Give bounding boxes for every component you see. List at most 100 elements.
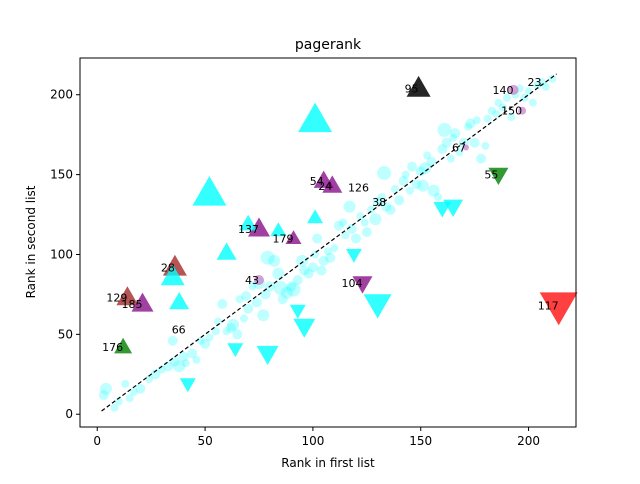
data-point <box>239 314 248 323</box>
data-point <box>541 82 550 91</box>
data-point <box>316 265 327 276</box>
highlight-point <box>463 144 469 151</box>
data-point <box>423 151 432 160</box>
data-point <box>465 118 476 129</box>
data-point <box>268 254 281 267</box>
y-tick-label: 150 <box>50 168 73 182</box>
y-tick-label: 50 <box>58 327 73 341</box>
triangle-down-marker <box>443 199 464 217</box>
data-point <box>312 233 323 244</box>
triangle-down-marker <box>539 292 578 326</box>
data-point <box>281 286 293 299</box>
triangle-up-marker <box>162 254 187 276</box>
data-point <box>273 281 288 295</box>
point-label: 104 <box>342 277 363 290</box>
data-point <box>449 133 458 142</box>
data-point <box>192 355 201 364</box>
data-point <box>277 294 288 305</box>
data-point <box>173 360 186 373</box>
data-point <box>472 116 481 125</box>
data-point <box>503 93 511 102</box>
highlight-point <box>518 106 527 115</box>
diagonal-reference-line <box>101 73 557 412</box>
data-point <box>341 231 350 240</box>
point-label: 129 <box>106 292 127 305</box>
data-point <box>351 233 361 244</box>
x-tick-label: 50 <box>197 434 212 448</box>
data-point <box>299 265 310 276</box>
triangle-up-marker <box>131 292 154 312</box>
data-point <box>211 327 220 336</box>
data-point <box>498 103 507 112</box>
data-point <box>377 193 386 201</box>
data-point <box>464 122 473 131</box>
data-point <box>330 244 339 253</box>
data-point <box>450 128 461 139</box>
data-point <box>296 254 309 267</box>
data-point <box>476 153 487 164</box>
point-label: 176 <box>102 341 123 354</box>
axes-frame <box>79 57 577 428</box>
point-label: 185 <box>122 298 143 311</box>
data-point <box>286 281 297 292</box>
triangle-up-marker <box>160 264 185 286</box>
point-label: 23 <box>528 76 542 89</box>
data-point <box>178 351 189 362</box>
x-tick-label: 150 <box>409 434 432 448</box>
data-point <box>407 161 418 172</box>
data-point <box>411 179 422 190</box>
data-point <box>548 74 557 83</box>
data-point <box>356 212 365 221</box>
x-axis-label: Rank in first list <box>281 456 375 470</box>
data-point <box>324 247 332 256</box>
data-point <box>533 81 542 90</box>
point-label: 66 <box>172 324 186 337</box>
data-point <box>492 109 501 118</box>
data-point <box>311 250 320 259</box>
data-point <box>481 141 490 150</box>
data-point <box>434 193 442 201</box>
triangle-down-marker <box>256 345 279 365</box>
data-point <box>377 166 392 180</box>
point-label: 137 <box>238 223 259 236</box>
y-tick-label: 0 <box>65 407 73 421</box>
data-point <box>257 309 270 322</box>
data-point <box>205 333 214 342</box>
data-point <box>251 297 262 308</box>
data-point <box>455 148 464 157</box>
point-label: 95 <box>405 82 419 95</box>
data-point <box>385 204 396 215</box>
point-label: 55 <box>484 169 498 182</box>
triangle-up-marker <box>114 337 133 354</box>
data-point <box>260 289 271 300</box>
triangle-up-marker <box>116 286 139 306</box>
data-point <box>200 338 211 349</box>
data-point <box>437 144 448 155</box>
data-point <box>98 390 109 401</box>
data-point <box>232 329 243 340</box>
data-point <box>286 282 301 297</box>
triangle-up-marker <box>192 176 227 206</box>
data-point <box>361 227 372 238</box>
data-point <box>114 397 123 406</box>
highlight-point <box>508 84 519 95</box>
triangle-up-marker <box>285 230 302 244</box>
data-point <box>441 137 452 148</box>
point-label: 54 <box>310 175 324 188</box>
triangle-down-marker <box>293 318 316 338</box>
data-point <box>369 213 382 226</box>
triangle-down-marker <box>227 343 244 357</box>
data-point <box>272 267 285 280</box>
y-tick-label: 100 <box>50 247 73 261</box>
triangle-down-marker <box>488 167 509 185</box>
data-point <box>405 186 414 195</box>
data-point <box>416 179 429 192</box>
data-point <box>415 166 426 177</box>
data-point <box>222 327 231 336</box>
triangle-up-marker <box>169 292 190 310</box>
data-point <box>507 113 516 122</box>
data-point <box>325 252 336 263</box>
triangle-down-marker <box>289 304 306 319</box>
